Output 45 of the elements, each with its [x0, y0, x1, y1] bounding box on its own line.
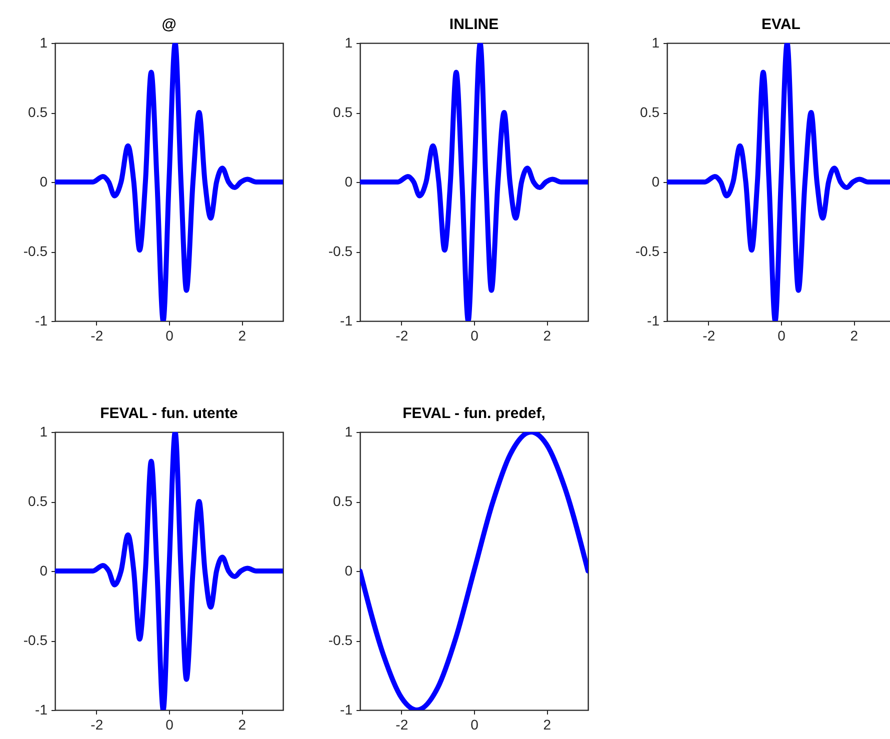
y-tick-label: -1 [340, 702, 353, 718]
y-tick-label: 1 [344, 34, 353, 50]
chart-title: FEVAL - fun. utente [100, 405, 238, 422]
y-tick-label: 0.5 [333, 104, 353, 120]
x-tick-label: 0 [470, 328, 479, 344]
x-tick-label: 0 [778, 328, 786, 344]
y-tick-label: -1 [35, 702, 48, 718]
x-tick-label: -2 [396, 328, 408, 344]
chart-title: FEVAL - fun. predef, [402, 405, 546, 422]
y-tick-label: -1 [647, 312, 660, 328]
x-tick-label: 2 [543, 328, 552, 344]
y-tick-label: 1 [344, 424, 353, 440]
y-tick-label: 0 [344, 562, 353, 578]
y-tick-label: -0.5 [328, 632, 353, 648]
x-tick-label: 2 [238, 716, 246, 732]
y-tick-label: 0.5 [28, 493, 48, 509]
x-tick-label: -2 [90, 328, 104, 344]
y-tick-label: -0.5 [23, 632, 48, 648]
y-tick-label: 0 [652, 174, 660, 190]
y-tick-label: 1 [40, 34, 48, 50]
x-tick-label: -2 [702, 328, 716, 344]
y-tick-label: 0 [344, 174, 353, 190]
chart-title: INLINE [449, 16, 499, 33]
y-tick-label: 1 [652, 34, 660, 50]
x-tick-label: 2 [850, 328, 858, 344]
x-tick-label: 2 [238, 328, 246, 344]
y-tick-label: -1 [340, 312, 353, 328]
y-tick-label: 0 [40, 562, 48, 578]
chart-title: @ [162, 16, 176, 33]
x-tick-label: 2 [543, 716, 552, 732]
chart-title: EVAL [762, 16, 800, 33]
y-tick-label: 0.5 [640, 104, 660, 120]
y-tick-label: 1 [40, 424, 48, 440]
y-tick-label: 0 [40, 174, 48, 190]
y-tick-label: -0.5 [23, 243, 48, 259]
x-tick-label: -2 [90, 716, 104, 732]
y-tick-label: -0.5 [635, 243, 660, 259]
x-tick-label: 0 [470, 716, 479, 732]
x-tick-label: 0 [166, 716, 174, 732]
x-tick-label: -2 [396, 716, 408, 732]
x-tick-label: 0 [166, 328, 174, 344]
y-tick-label: -0.5 [328, 243, 353, 259]
y-tick-label: -1 [35, 312, 48, 328]
y-tick-label: 0.5 [333, 493, 353, 509]
y-tick-label: 0.5 [28, 104, 48, 120]
